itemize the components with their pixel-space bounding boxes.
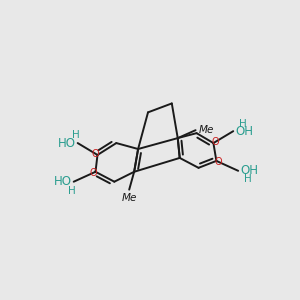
Text: O: O <box>92 149 99 159</box>
Text: HO: HO <box>54 175 72 188</box>
Text: O: O <box>214 157 222 167</box>
Text: OH: OH <box>240 164 258 177</box>
Text: H: H <box>244 174 252 184</box>
Text: OH: OH <box>235 125 253 138</box>
Text: Me: Me <box>122 193 137 202</box>
Text: Me: Me <box>199 125 214 135</box>
Text: H: H <box>72 130 80 140</box>
Text: H: H <box>68 186 76 196</box>
Text: O: O <box>90 168 97 178</box>
Text: HO: HO <box>58 136 76 150</box>
Text: H: H <box>239 119 247 129</box>
Text: O: O <box>212 137 219 147</box>
